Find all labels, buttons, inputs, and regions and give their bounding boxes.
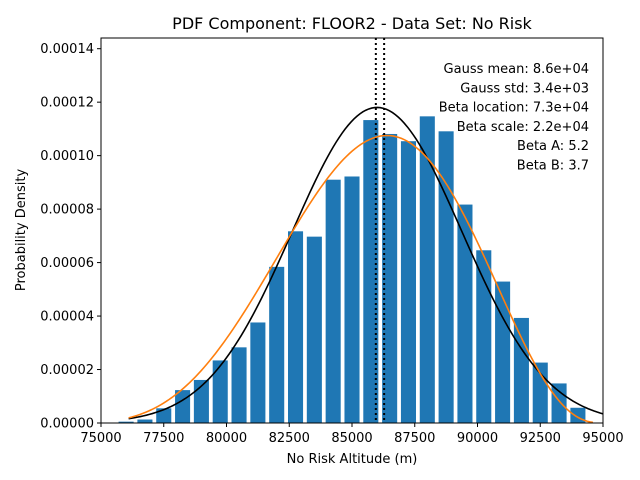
- y-tick-label: 0.00014: [40, 42, 94, 57]
- fit-parameter-text: Beta B: 3.7: [517, 159, 589, 174]
- histogram-bar: [250, 322, 266, 423]
- histogram-bar: [212, 360, 228, 423]
- histogram-bar: [288, 231, 304, 423]
- histogram-bar: [193, 379, 209, 423]
- x-tick-label: 77500: [143, 431, 184, 446]
- histogram-bar: [382, 133, 398, 424]
- chart-title: PDF Component: FLOOR2 - Data Set: No Ris…: [172, 14, 532, 33]
- y-axis-label: Probability Density: [14, 169, 29, 292]
- x-tick-label: 80000: [206, 431, 247, 446]
- x-tick-label: 90000: [457, 431, 498, 446]
- y-tick-label: 0.00004: [40, 310, 94, 325]
- histogram-bar: [175, 390, 191, 423]
- histogram-bar: [495, 281, 511, 423]
- histogram-bar: [513, 317, 529, 423]
- histogram-bar: [137, 419, 153, 423]
- x-tick-label: 85000: [331, 431, 372, 446]
- histogram-bar: [306, 236, 322, 423]
- histogram-bar: [532, 362, 548, 423]
- x-tick-label: 87500: [394, 431, 435, 446]
- fit-parameter-text: Gauss std: 3.4e+03: [460, 81, 589, 96]
- y-tick-label: 0.00000: [40, 417, 94, 432]
- plot-area: Gauss mean: 8.6e+04 Gauss std: 3.4e+03 Bet…: [100, 37, 604, 424]
- histogram-bar: [231, 347, 247, 423]
- fit-curves: [128, 106, 604, 424]
- x-tick-label: 82500: [269, 431, 310, 446]
- x-tick-label: 75000: [80, 431, 121, 446]
- y-tick-label: 0.00002: [40, 363, 94, 378]
- beta-fit-line: [128, 134, 594, 424]
- y-tick-label: 0.00010: [40, 149, 94, 164]
- x-tick-label: 92500: [520, 431, 561, 446]
- x-axis: 75000 77500 80000 82500 85000 87500 90000 92500…: [80, 423, 624, 446]
- histogram-bar: [551, 383, 567, 423]
- gauss-fit-line: [128, 106, 604, 420]
- mean-lines: [374, 38, 386, 423]
- histogram-bar: [476, 250, 492, 423]
- histogram-bar: [419, 116, 435, 423]
- fit-parameter-text: Beta A: 5.2: [517, 139, 589, 154]
- histogram-bar: [457, 204, 473, 423]
- histogram-bar: [344, 176, 360, 423]
- x-tick-label: 95000: [582, 431, 623, 446]
- histogram-bar: [570, 407, 586, 423]
- histogram-bar: [156, 408, 172, 423]
- fit-parameter-text: Gauss mean: 8.6e+04: [444, 62, 589, 77]
- y-tick-label: 0.00008: [40, 203, 94, 218]
- histogram-bar: [363, 120, 379, 423]
- fit-parameter-text: Beta location: 7.3e+04: [439, 101, 589, 116]
- fit-parameter-text: Beta scale: 2.2e+04: [457, 120, 589, 135]
- histogram-bar: [325, 179, 341, 423]
- y-tick-label: 0.00012: [40, 96, 94, 111]
- histogram-bar: [400, 141, 416, 423]
- x-axis-label: No Risk Altitude (m): [287, 452, 418, 467]
- fit-parameters: Gauss mean: 8.6e+04 Gauss std: 3.4e+03 Bet…: [439, 62, 589, 174]
- y-axis: 0.00000 0.00002 0.00004 0.00006 0.00008 0.000…: [40, 42, 101, 432]
- histogram-bar: [269, 266, 285, 423]
- y-tick-label: 0.00006: [40, 256, 94, 271]
- histogram-bar: [118, 421, 134, 423]
